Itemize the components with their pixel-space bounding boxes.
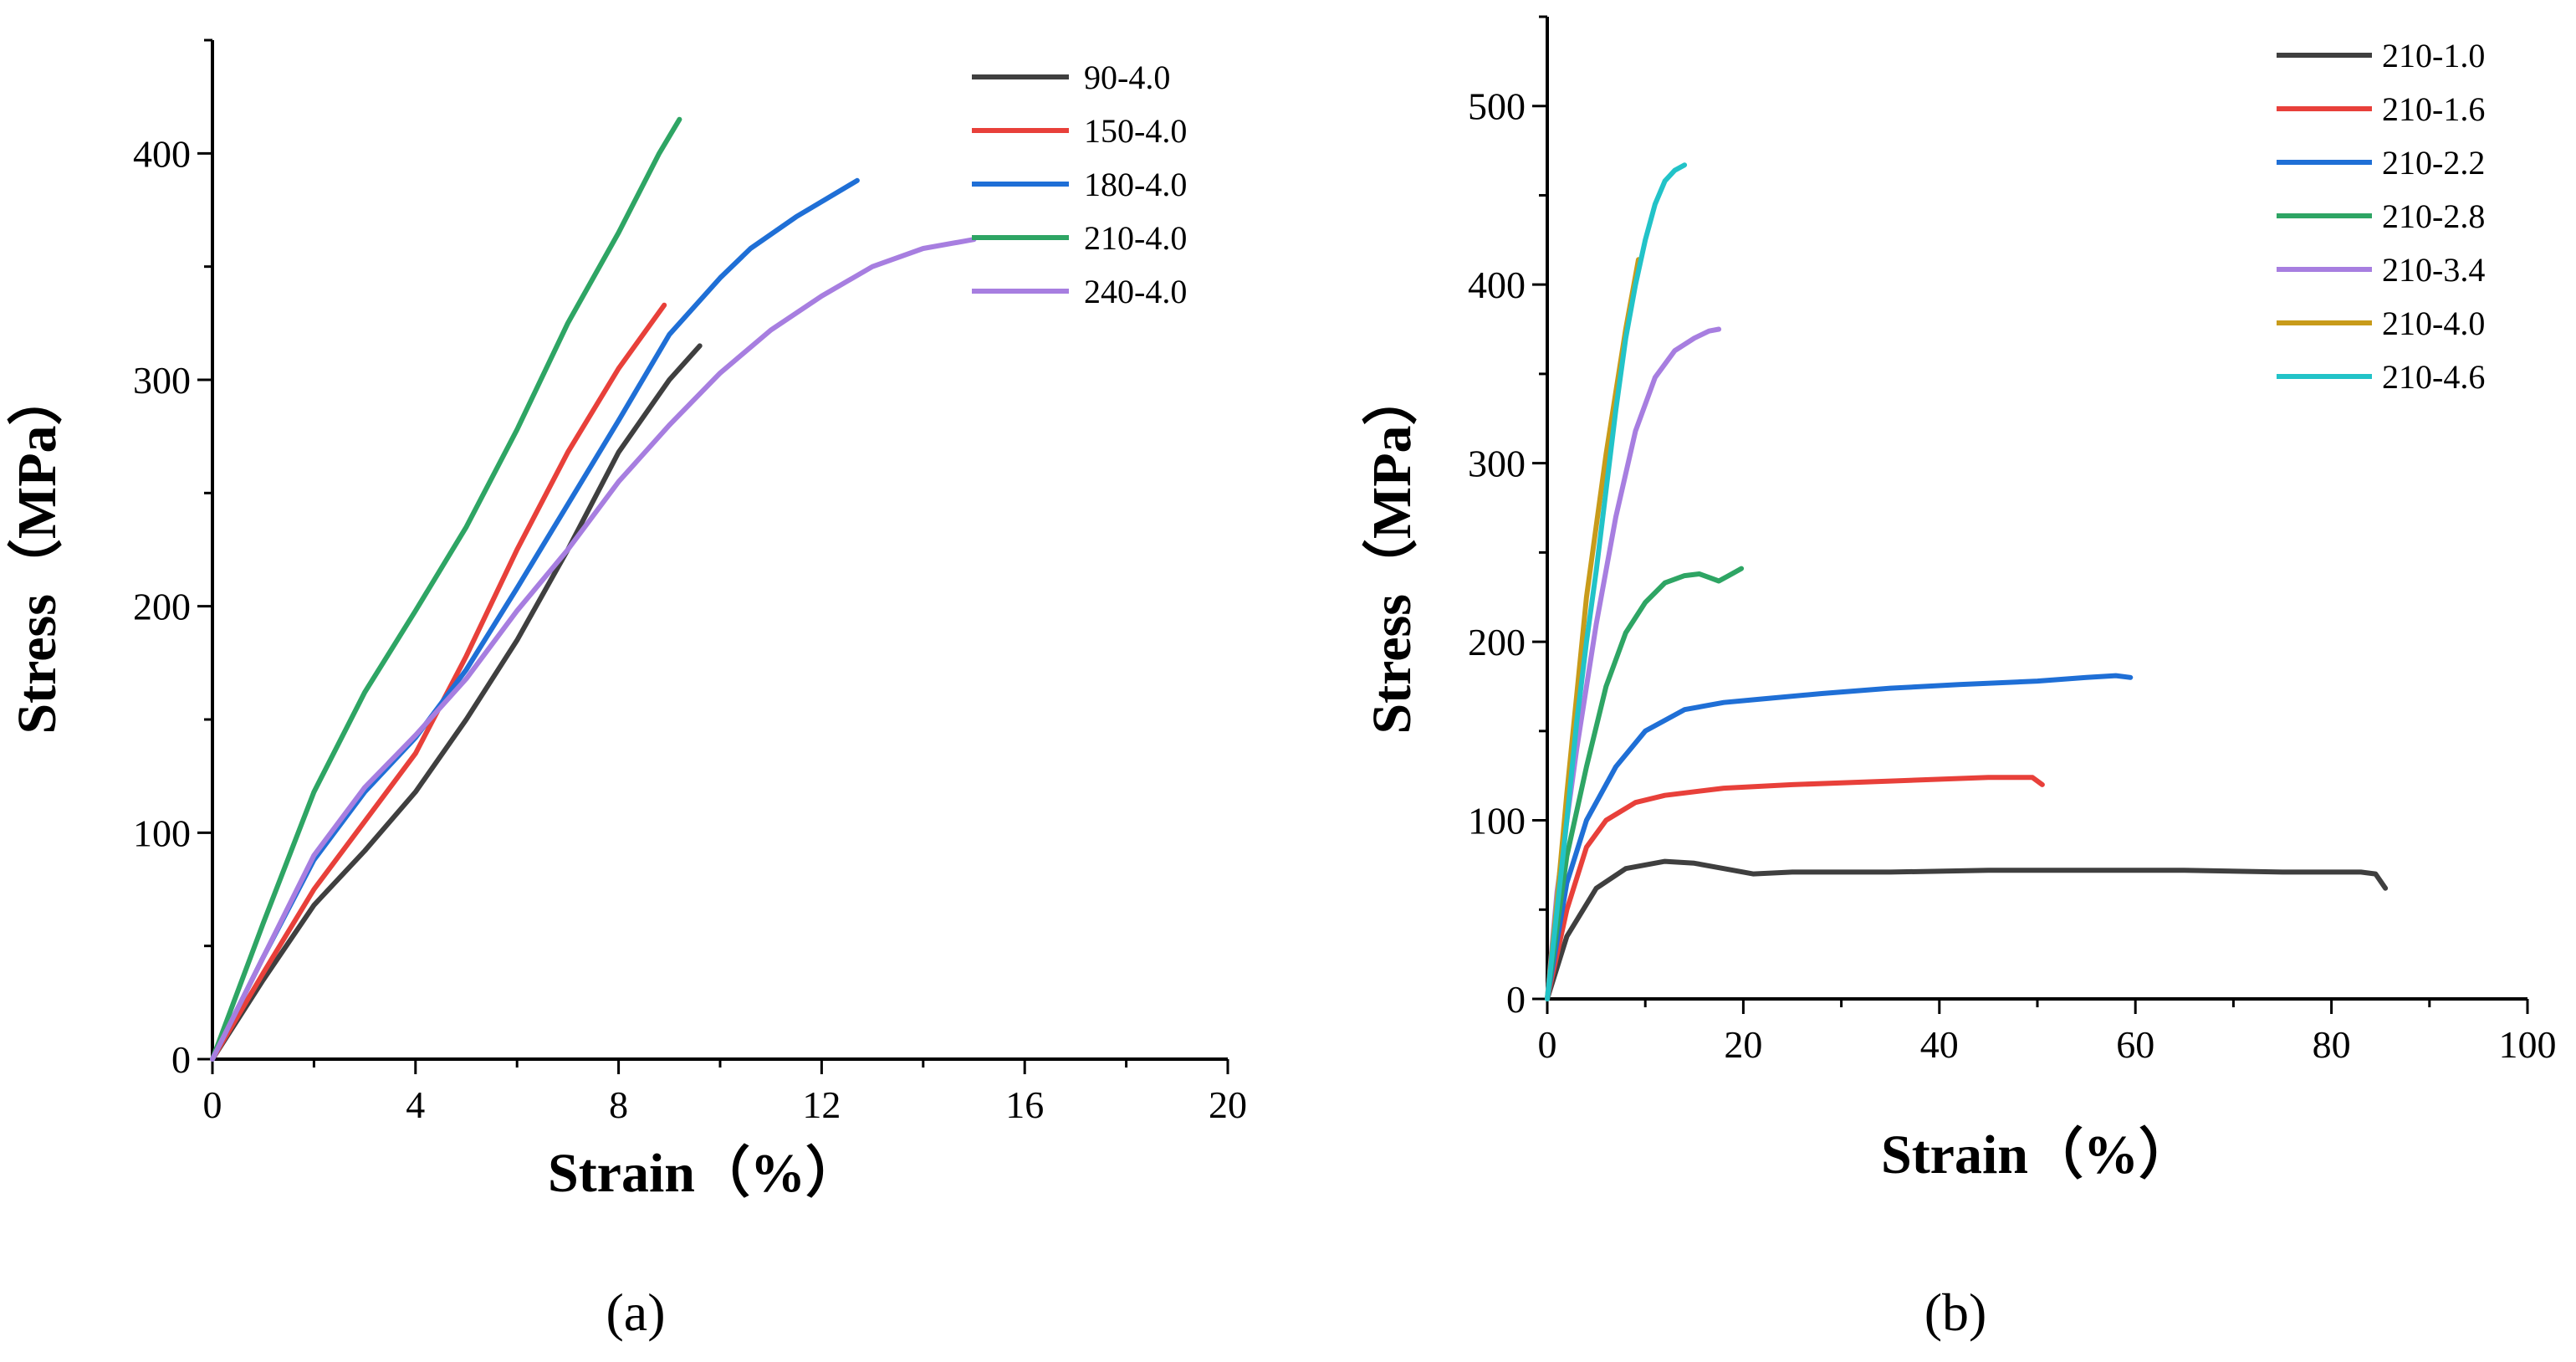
- x-tick-label: 80: [2313, 1023, 2351, 1066]
- y-tick-label: 0: [171, 1038, 191, 1081]
- series-line-210-2.8: [1545, 566, 1745, 1001]
- y-tick-label: 300: [133, 359, 191, 402]
- y-tick-label: 400: [133, 132, 191, 175]
- chart-panel-a: 0 4 8 12 16 200100200300400Strain（%）Stress（MP…: [6, 38, 1247, 1342]
- x-tick-label: 20: [1724, 1023, 1762, 1066]
- chart-panel-b: 0 20 40 60 80 100 0 100 200 300 400 500 Strain（%） Str…: [1361, 15, 2557, 1342]
- x-tick-label: 16: [1005, 1083, 1044, 1126]
- series-line-210-1.0: [1545, 858, 2389, 1001]
- y-tick-label: 200: [133, 586, 191, 628]
- series-line-210-4.0: [210, 116, 682, 1062]
- legend-label-180-4.0: 180-4.0: [1084, 166, 1187, 203]
- y-tick-label: 0: [1506, 978, 1526, 1021]
- x-tick-label: 100: [2499, 1023, 2557, 1066]
- x-tick-label: 20: [1209, 1083, 1247, 1126]
- x-tick-label: 8: [609, 1083, 628, 1126]
- y-tick-label: 400: [1468, 264, 1526, 306]
- legend-label-210-4.0: 210-4.0: [1084, 219, 1187, 257]
- series-line-90-4.0: [210, 343, 703, 1062]
- y-tick-label: 500: [1468, 85, 1526, 128]
- legend-label-240-4.0: 240-4.0: [1084, 273, 1187, 310]
- legend-label-210-2.8: 210-2.8: [2382, 197, 2485, 235]
- series-line-210-3.4: [1545, 326, 1722, 1001]
- legend-label-210-3.4: 210-3.4: [2382, 251, 2485, 289]
- series-line-210-2.2: [1545, 673, 2134, 1001]
- x-axis-title: Strain（%）: [548, 1142, 861, 1204]
- series-line-240-4.0: [210, 237, 977, 1062]
- y-tick-label: 200: [1468, 621, 1526, 663]
- y-axis-title: Stress（MPa）: [6, 370, 68, 734]
- x-tick-label: 40: [1920, 1023, 1959, 1066]
- series-line-150-4.0: [210, 302, 667, 1062]
- legend-label-90-4.0: 90-4.0: [1084, 59, 1170, 96]
- legend-label-150-4.0: 150-4.0: [1084, 112, 1187, 150]
- legend-label-210-1.0: 210-1.0: [2382, 37, 2485, 74]
- series-line-180-4.0: [210, 177, 860, 1062]
- x-axis-title: Strain（%）: [1881, 1124, 2194, 1185]
- legend-label-210-4.0: 210-4.0: [2382, 305, 2485, 342]
- y-tick-label: 300: [1468, 443, 1526, 485]
- series-line-210-4.6: [1545, 162, 1688, 1001]
- x-tick-label: 60: [2116, 1023, 2154, 1066]
- y-tick-label: 100: [1468, 800, 1526, 842]
- x-tick-label: 4: [406, 1083, 425, 1126]
- y-tick-label: 100: [133, 812, 191, 854]
- y-axis-title: Stress（MPa）: [1361, 370, 1423, 734]
- legend-label-210-2.2: 210-2.2: [2382, 144, 2485, 182]
- panel-label-b: (b): [1924, 1283, 1987, 1342]
- x-tick-label: 12: [802, 1083, 841, 1126]
- legend-label-210-4.6: 210-4.6: [2382, 358, 2485, 396]
- series-line-210-1.6: [1545, 775, 2045, 1001]
- x-tick-label: 0: [1538, 1023, 1557, 1066]
- panel-label-a: (a): [606, 1283, 665, 1342]
- legend-label-210-1.6: 210-1.6: [2382, 90, 2485, 128]
- x-tick-label: 0: [203, 1083, 222, 1126]
